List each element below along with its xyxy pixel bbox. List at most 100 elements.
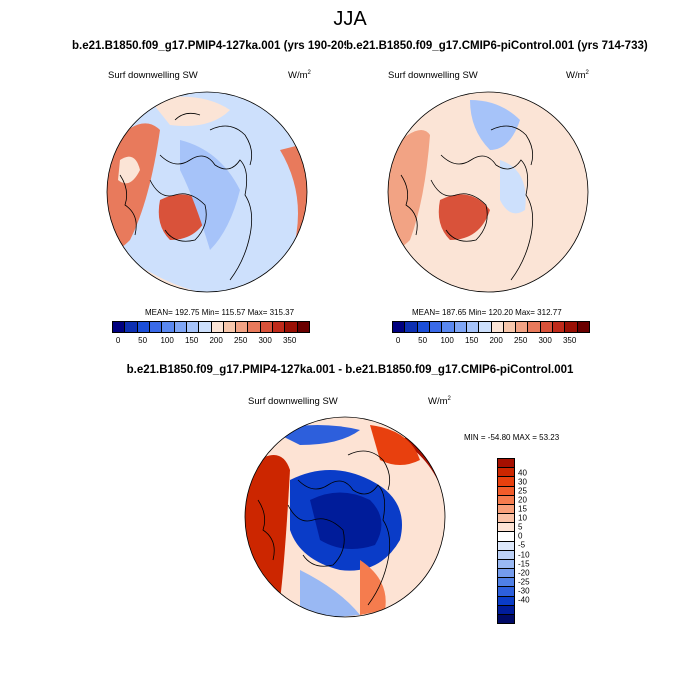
diff-colorbar-tick-label: 10 — [518, 513, 527, 523]
panel-2-colorbar-swatch — [429, 322, 443, 332]
diff-colorbar-swatch — [498, 532, 514, 542]
panel-1-colorbar-swatch — [236, 322, 249, 332]
panel-2-colorbar-tick-label: 200 — [489, 336, 503, 345]
panel-1-colorbar-swatch — [260, 322, 274, 332]
diff-colorbar-swatch — [498, 468, 514, 478]
panel-2-colorbar-swatch — [393, 322, 406, 332]
panel-1-colorbar-swatch — [149, 322, 163, 332]
panel-2-colorbar-swatch — [577, 322, 589, 332]
panel-1-colorbar-tick-label: 350 — [282, 336, 297, 345]
panel-2-colorbar-swatch — [516, 322, 529, 332]
diff-colorbar-swatch — [498, 587, 514, 597]
panel-2-colorbar-swatch — [417, 322, 430, 332]
diff-colorbar-swatch — [498, 559, 514, 570]
panel-2-colorbar-tick-label: 50 — [418, 336, 428, 345]
panel-2-units: W/m2 — [566, 70, 589, 82]
diff-colorbar-swatch — [498, 486, 514, 496]
panel-1-colorbar-tick-label: 100 — [160, 336, 174, 345]
diff-colorbar-tick-label: 40 — [518, 468, 527, 478]
panel-1-colorbar-tick-label: 150 — [184, 336, 199, 345]
panel-2-colorbar-ticks: 0 50 100 150 200 250 300 350 — [392, 336, 588, 348]
panel-1-colorbar-tick-label: 50 — [138, 336, 148, 345]
panel-1-stats: MEAN= 192.75 Min= 115.57 Max= 315.37 — [145, 308, 295, 317]
diff-colorbar-tick-label: 0 — [518, 531, 523, 541]
diff-colorbar-swatch — [498, 578, 514, 588]
panel-1-colorbar-swatch — [125, 322, 138, 332]
panel-2-colorbar-tick-label: 150 — [464, 336, 479, 345]
panel-2-colorbar-tick-label: 0 — [395, 336, 401, 345]
panel-1-colorbar-swatch — [285, 322, 298, 332]
diff-variable-label: Surf downwelling SW — [248, 396, 338, 407]
panel-1-colorbar — [112, 321, 310, 333]
panel-1-colorbar-swatch — [223, 322, 237, 332]
diff-units: W/m2 — [428, 396, 451, 408]
diff-colorbar-tick-label: 30 — [518, 477, 527, 487]
diff-colorbar-tick-label: -20 — [518, 568, 530, 578]
panel-1-case-title: b.e21.B1850.f09_g17.PMIP4-127ka.001 (yrs… — [72, 40, 354, 52]
panel-2-colorbar-swatch — [405, 322, 418, 332]
panel-1-colorbar-tick-label: 250 — [233, 336, 248, 345]
diff-colorbar-tick-label: -5 — [518, 540, 526, 550]
diff-colorbar-tick-label: 5 — [518, 522, 523, 532]
panel-1-colorbar-swatch — [174, 322, 187, 332]
diff-colorbar — [497, 458, 515, 624]
diff-colorbar-swatch — [498, 514, 514, 524]
panel-2-colorbar-swatch — [479, 322, 492, 332]
diff-colorbar-swatch — [498, 504, 514, 515]
panel-1-colorbar-tick-label: 0 — [115, 336, 121, 345]
panel-1-colorbar-swatch — [297, 322, 309, 332]
panel-2-case-title: b.e21.B1850.f09_g17.CMIP6-piControl.001 … — [346, 40, 648, 52]
diff-colorbar-tick-label: 20 — [518, 495, 527, 505]
diff-colorbar-swatch — [498, 596, 514, 606]
diff-colorbar-swatch — [498, 550, 514, 560]
panel-2-colorbar-swatch — [503, 322, 517, 332]
panel-2-colorbar-swatch — [491, 322, 504, 332]
panel-1-colorbar-swatch — [248, 322, 261, 332]
panel-1-colorbar-swatch — [186, 322, 200, 332]
diff-minmax: MIN = -54.80 MAX = 53.23 — [464, 433, 560, 442]
diff-colorbar-tick-label: -40 — [518, 595, 530, 605]
diff-colorbar-tick-label: -15 — [518, 559, 530, 569]
panel-2-colorbar — [392, 321, 590, 333]
panel-2-colorbar-tick-label: 100 — [440, 336, 454, 345]
diff-colorbar-tick-label: 25 — [518, 486, 527, 496]
panel-2-variable-label: Surf downwelling SW — [388, 70, 478, 81]
panel-1-colorbar-swatch — [199, 322, 212, 332]
panel-2-colorbar-swatch — [466, 322, 480, 332]
panel-1-colorbar-swatch — [137, 322, 150, 332]
diff-colorbar-swatch — [498, 477, 514, 487]
panel-2-colorbar-swatch — [540, 322, 554, 332]
diff-colorbar-ticks: 40 30 25 20 15 10 5 0 -5 -10 -15 -20 -25 -30 -40 — [502, 458, 542, 622]
diff-colorbar-swatch — [498, 459, 514, 469]
panel-1-units: W/m2 — [288, 70, 311, 82]
panel-2-stats: MEAN= 187.65 Min= 120.20 Max= 312.77 — [412, 308, 562, 317]
panel-1-colorbar-swatch — [162, 322, 175, 332]
diff-colorbar-swatch — [498, 523, 514, 533]
main-title: JJA — [333, 8, 367, 30]
panel-2-colorbar-tick-label: 350 — [562, 336, 577, 345]
diff-colorbar-swatch — [498, 495, 514, 505]
panel-2-colorbar-swatch — [553, 322, 566, 332]
panel-1-colorbar-tick-label: 300 — [258, 336, 272, 345]
panel-2-colorbar-swatch — [442, 322, 455, 332]
panel-2-colorbar-tick-label: 300 — [538, 336, 552, 345]
panel-2-colorbar-tick-label: 250 — [513, 336, 528, 345]
panel-1-colorbar-ticks: 0 50 100 150 200 250 300 350 — [112, 336, 308, 348]
panel-2-colorbar-swatch — [454, 322, 467, 332]
panel-1-colorbar-swatch — [211, 322, 224, 332]
diff-colorbar-swatch — [498, 569, 514, 579]
panel-1-variable-label: Surf downwelling SW — [108, 70, 198, 81]
diff-case-title: b.e21.B1850.f09_g17.PMIP4-127ka.001 - b.… — [126, 364, 574, 376]
diff-colorbar-swatch — [498, 614, 514, 624]
diff-colorbar-tick-label: -25 — [518, 577, 530, 587]
panel-1-colorbar-tick-label: 200 — [209, 336, 223, 345]
diff-colorbar-tick-label: -30 — [518, 586, 530, 596]
diff-colorbar-swatch — [498, 605, 514, 615]
diff-colorbar-swatch — [498, 541, 514, 551]
diff-colorbar-tick-label: -10 — [518, 550, 530, 560]
diff-colorbar-tick-label: 15 — [518, 504, 527, 514]
panel-1-colorbar-swatch — [113, 322, 126, 332]
panel-2-colorbar-swatch — [565, 322, 578, 332]
panel-1-colorbar-swatch — [273, 322, 286, 332]
